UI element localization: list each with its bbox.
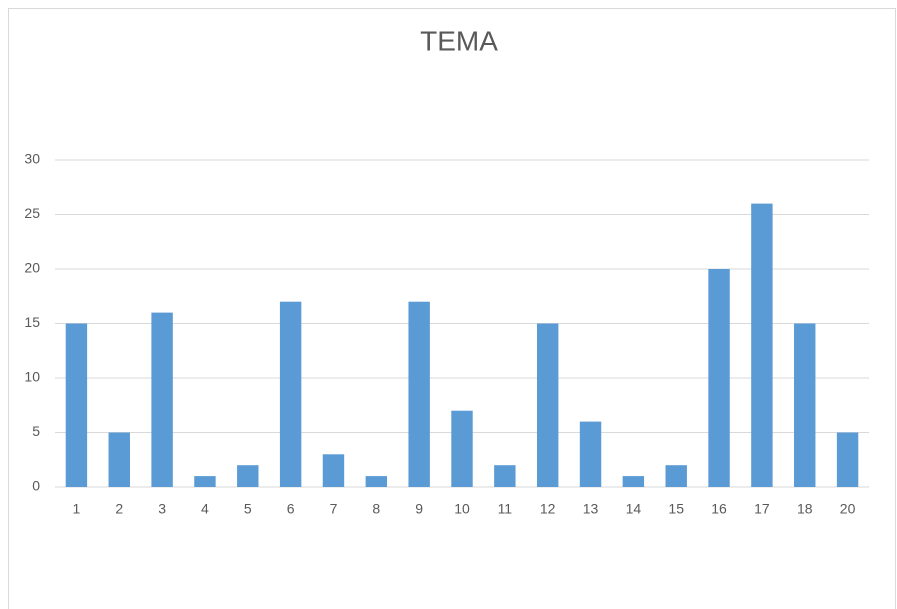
y-tick-label: 5: [32, 423, 40, 439]
x-tick-label: 16: [711, 501, 727, 517]
chart-border: [8, 8, 896, 609]
y-tick-label: 20: [24, 260, 40, 276]
bar: [708, 269, 730, 487]
bar: [836, 432, 859, 487]
x-tick-label: 15: [668, 501, 684, 517]
x-tick-label: 12: [540, 501, 556, 517]
bar: [65, 323, 88, 487]
x-tick-label: 11: [498, 501, 513, 517]
y-tick-label: 25: [24, 205, 40, 221]
x-tick-label: 3: [158, 501, 166, 517]
bar: [322, 454, 345, 487]
x-tick-label: 6: [287, 501, 295, 517]
x-tick-label: 13: [583, 501, 599, 517]
bar: [408, 301, 430, 487]
y-tick-label: 30: [24, 151, 40, 167]
x-tick-label: 14: [626, 501, 642, 517]
x-tick-label: 20: [840, 501, 856, 517]
y-tick-label: 0: [32, 478, 40, 494]
bar: [237, 465, 259, 487]
chart-title: TEMA: [420, 25, 498, 56]
x-tick-label: 2: [115, 501, 123, 517]
bar: [622, 476, 645, 487]
bar: [365, 476, 388, 487]
x-tick-label: 18: [797, 501, 813, 517]
bar: [579, 421, 602, 487]
y-tick-label: 15: [24, 314, 40, 330]
y-tick-label: 10: [24, 369, 40, 385]
x-tick-label: 7: [330, 501, 338, 517]
x-tick-label: 1: [73, 501, 81, 517]
x-tick-label: 9: [415, 501, 423, 517]
x-tick-label: 17: [754, 501, 770, 517]
bar: [151, 312, 173, 487]
bar: [494, 465, 516, 487]
x-tick-label: 10: [454, 501, 470, 517]
x-tick-label: 8: [372, 501, 380, 517]
bar: [751, 203, 773, 487]
x-tick-label: 4: [201, 501, 209, 517]
bar: [279, 301, 302, 487]
bar: [108, 432, 130, 487]
bar: [665, 465, 687, 487]
bar: [451, 410, 473, 487]
bar: [194, 476, 216, 487]
bar: [536, 323, 559, 487]
bar: [794, 323, 816, 487]
x-tick-label: 5: [244, 501, 252, 517]
